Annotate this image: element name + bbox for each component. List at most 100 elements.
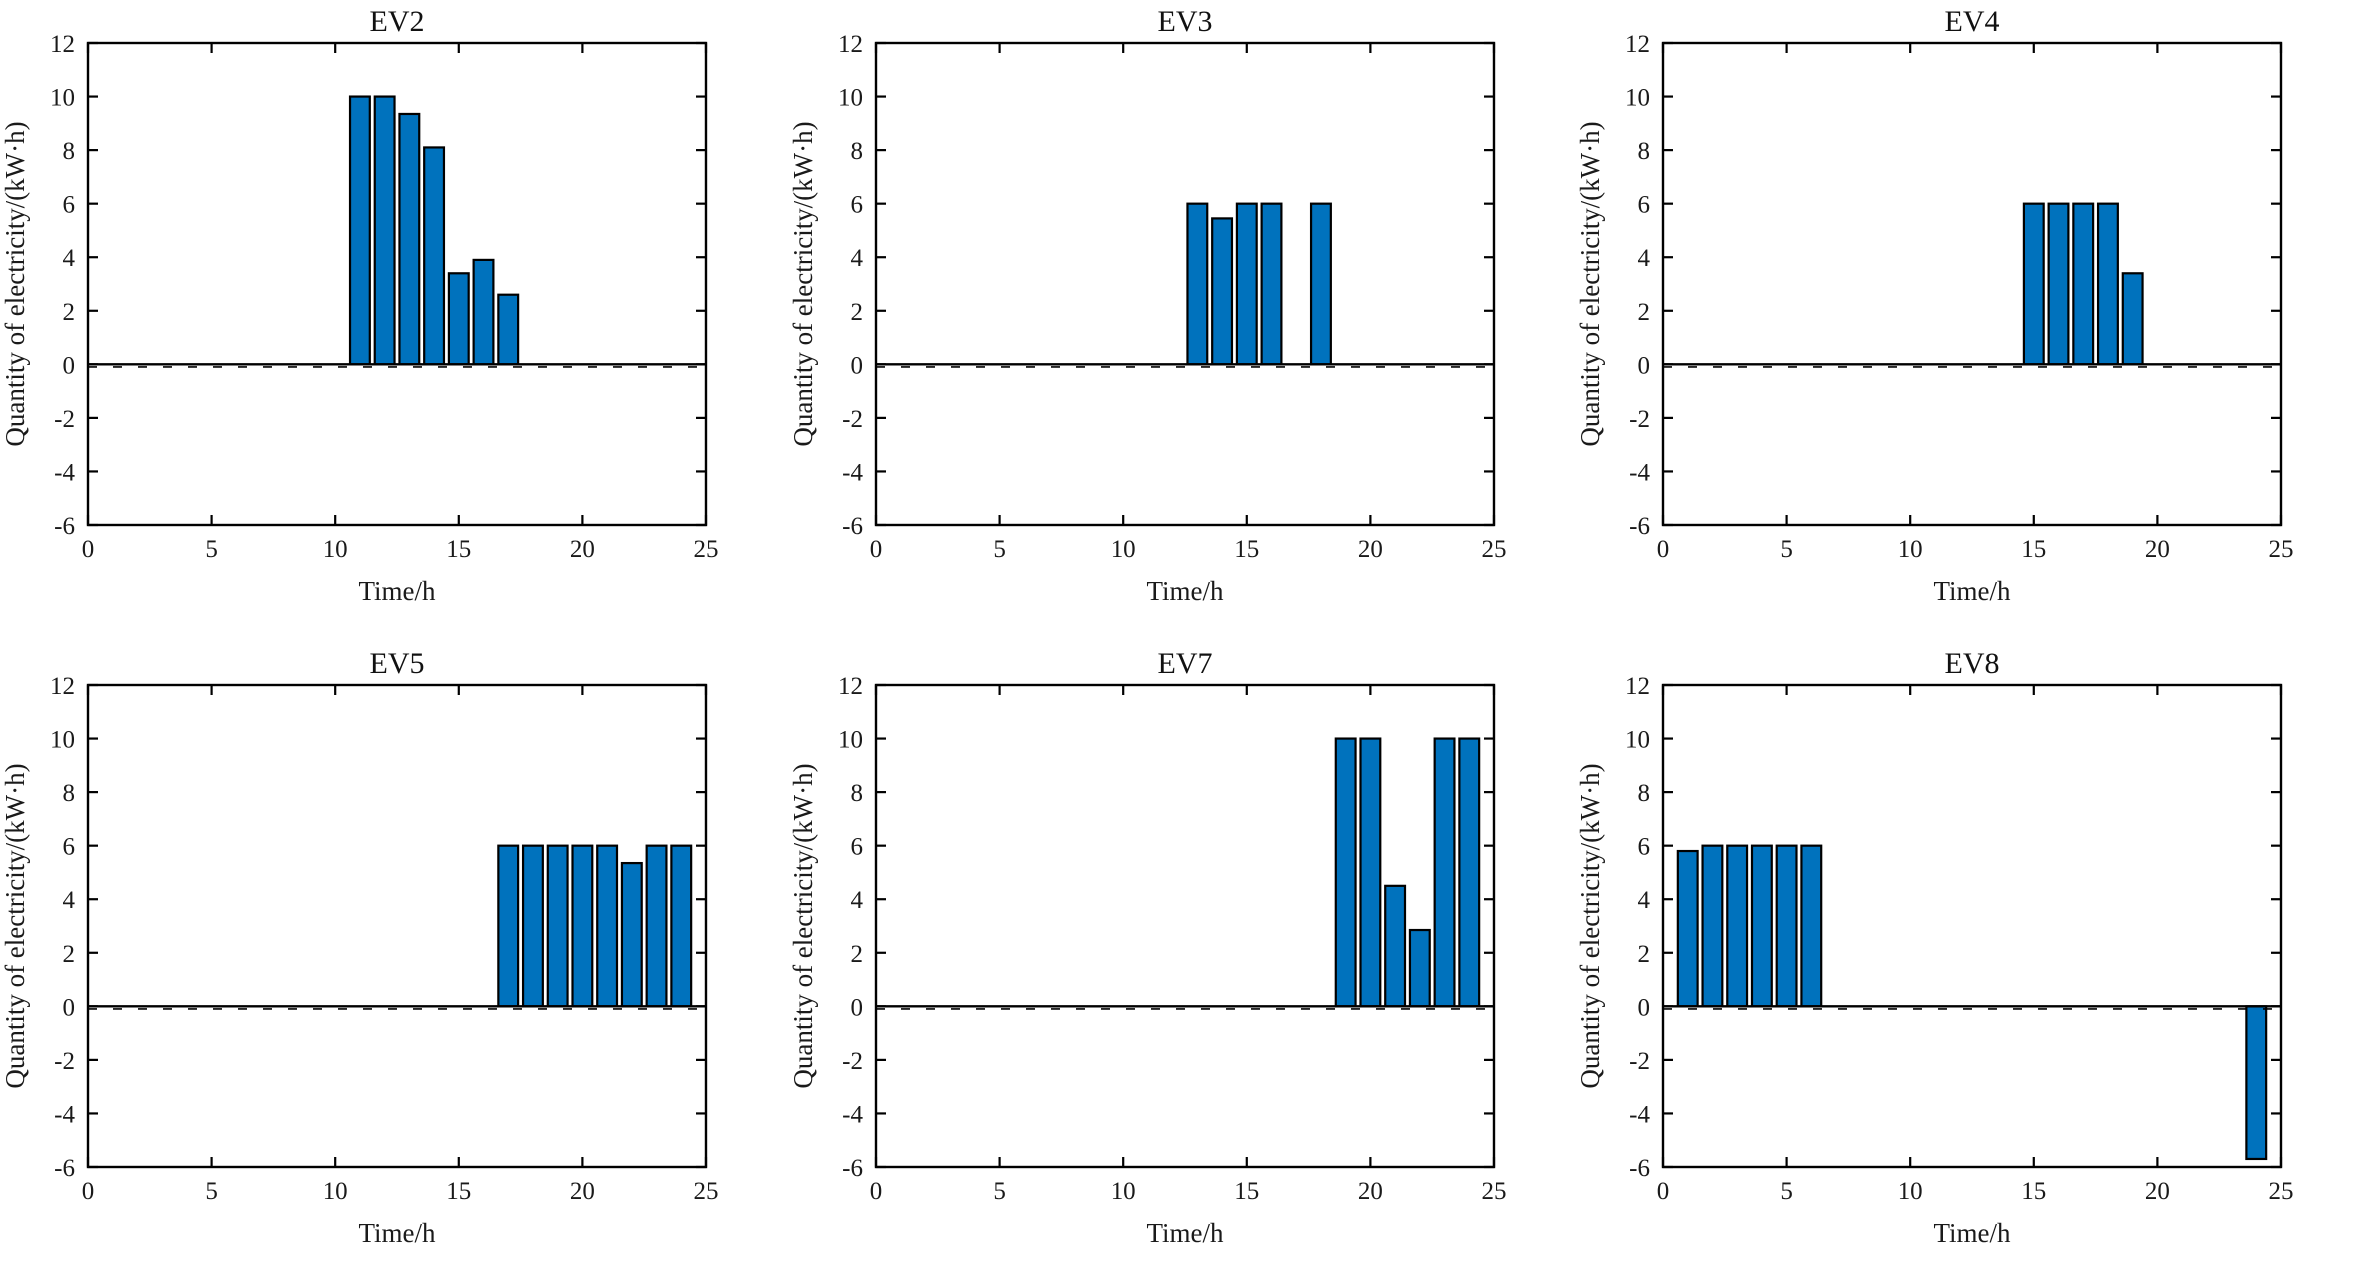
y-tick-label: -6 bbox=[842, 513, 863, 540]
x-tick-label: 15 bbox=[446, 536, 471, 563]
y-tick-label: 10 bbox=[838, 85, 863, 112]
y-tick-label: 6 bbox=[62, 192, 75, 219]
y-tick-label: 2 bbox=[62, 299, 75, 326]
x-tick-label: 25 bbox=[1481, 1177, 1506, 1204]
x-tick-label: 10 bbox=[323, 536, 348, 563]
y-tick-label: -2 bbox=[1629, 1047, 1650, 1074]
x-tick-label: 15 bbox=[2022, 1177, 2047, 1204]
y-tick-label: -6 bbox=[1629, 1154, 1650, 1181]
plot-box bbox=[874, 41, 1495, 527]
bar-hour-22 bbox=[620, 861, 643, 1007]
y-tick-label: 4 bbox=[850, 245, 863, 272]
y-tick-label: -6 bbox=[54, 513, 75, 540]
x-tick-label: 0 bbox=[1657, 1177, 1670, 1204]
chart-title: EV7 bbox=[1157, 647, 1212, 680]
y-tick-label: 8 bbox=[1638, 138, 1651, 165]
plot-area bbox=[1663, 43, 2282, 525]
x-tick-label: 0 bbox=[869, 1177, 882, 1204]
y-tick-label: 2 bbox=[1638, 299, 1651, 326]
bar-hour-23 bbox=[645, 844, 668, 1007]
y-tick-label: 6 bbox=[850, 833, 863, 860]
y-tick-label: 4 bbox=[850, 887, 863, 914]
x-tick-label: 20 bbox=[570, 1177, 595, 1204]
bar-hour-4 bbox=[1751, 844, 1774, 1007]
chart-title: EV4 bbox=[1945, 5, 2000, 38]
x-tick-label: 15 bbox=[2022, 536, 2047, 563]
y-tick-label: 6 bbox=[1638, 192, 1651, 219]
y-tick-label: -4 bbox=[1629, 1101, 1650, 1128]
y-axis-label: Quantity of electricity/(kW·h) bbox=[1575, 121, 1605, 446]
x-tick-label: 10 bbox=[323, 1177, 348, 1204]
x-tick-label: 5 bbox=[993, 1177, 1006, 1204]
y-tick-label: 4 bbox=[1638, 887, 1651, 914]
y-tick-label: 8 bbox=[62, 138, 75, 165]
bar-hour-15 bbox=[447, 272, 470, 366]
bar-hour-13 bbox=[1186, 202, 1208, 366]
y-tick-label: -2 bbox=[1629, 406, 1650, 433]
y-tick-label: -2 bbox=[842, 1047, 863, 1074]
y-axis-label: Quantity of electricity/(kW·h) bbox=[788, 763, 818, 1088]
bar-hour-11 bbox=[348, 95, 371, 366]
x-tick-label: 20 bbox=[2145, 536, 2170, 563]
y-tick-label: 0 bbox=[62, 994, 75, 1021]
chart-title: EV2 bbox=[370, 5, 425, 38]
y-tick-label: 12 bbox=[1625, 673, 1650, 700]
bar-hour-19 bbox=[2121, 272, 2144, 366]
y-tick-label: 2 bbox=[850, 299, 863, 326]
y-axis-label: Quantity of electricity/(kW·h) bbox=[0, 121, 30, 446]
y-tick-label: -2 bbox=[842, 406, 863, 433]
x-tick-label: 0 bbox=[869, 536, 882, 563]
bar-hour-16 bbox=[2047, 202, 2070, 366]
x-tick-label: 0 bbox=[82, 536, 95, 563]
bar-hour-13 bbox=[398, 112, 421, 366]
plot-area bbox=[875, 43, 1494, 525]
bar-hour-24 bbox=[1457, 736, 1480, 1007]
chart-title: EV8 bbox=[1945, 647, 2000, 680]
y-tick-label: 2 bbox=[850, 940, 863, 967]
subplot-5: 0 5 10 15 20 25 -6 -4 -2 0 2 4 6 8 10 12 EV7 Time/h Quanti… bbox=[788, 647, 1506, 1248]
bar-hour-22 bbox=[1408, 928, 1431, 1007]
plot-box bbox=[1662, 683, 2283, 1168]
y-tick-label: 0 bbox=[62, 352, 75, 379]
plot-box bbox=[86, 41, 708, 527]
y-tick-label: -2 bbox=[54, 406, 75, 433]
y-tick-label: -4 bbox=[1629, 459, 1650, 486]
y-tick-label: 10 bbox=[838, 726, 863, 753]
y-tick-label: 6 bbox=[1638, 833, 1651, 860]
bar-hour-16 bbox=[472, 258, 495, 366]
y-tick-label: -6 bbox=[1629, 513, 1650, 540]
y-tick-label: 0 bbox=[1638, 994, 1651, 1021]
chart-title: EV3 bbox=[1157, 5, 1212, 38]
bar-hour-23 bbox=[1433, 736, 1456, 1007]
y-axis-label: Quantity of electricity/(kW·h) bbox=[788, 121, 818, 446]
x-tick-label: 5 bbox=[1781, 1177, 1794, 1204]
x-tick-label: 5 bbox=[205, 536, 218, 563]
x-tick-label: 0 bbox=[1657, 536, 1670, 563]
y-tick-label: 4 bbox=[62, 245, 75, 272]
y-tick-label: -4 bbox=[842, 1101, 863, 1128]
y-tick-label: -6 bbox=[842, 1154, 863, 1181]
plot-area bbox=[87, 43, 706, 525]
x-tick-label: 20 bbox=[570, 536, 595, 563]
x-tick-label: 10 bbox=[1898, 536, 1923, 563]
bar-hour-2 bbox=[1701, 844, 1724, 1007]
y-tick-label: 10 bbox=[1625, 85, 1650, 112]
y-tick-label: 2 bbox=[1638, 940, 1651, 967]
bar-hour-15 bbox=[1235, 202, 1258, 366]
y-tick-label: 10 bbox=[50, 726, 75, 753]
y-tick-label: -6 bbox=[54, 1154, 75, 1181]
x-tick-label: 20 bbox=[1358, 1177, 1383, 1204]
x-tick-label: 10 bbox=[1110, 1177, 1135, 1204]
x-tick-label: 15 bbox=[446, 1177, 471, 1204]
x-tick-label: 25 bbox=[1481, 536, 1506, 563]
bar-hour-19 bbox=[546, 844, 569, 1007]
y-tick-label: 10 bbox=[50, 85, 75, 112]
subplot-3: 0 5 10 15 20 25 -6 -4 -2 0 2 4 6 8 10 12 EV4 Time/h Quanti… bbox=[1575, 5, 2293, 606]
bar-hour-24 bbox=[670, 844, 693, 1007]
y-tick-label: -4 bbox=[54, 1101, 75, 1128]
x-tick-label: 25 bbox=[2269, 1177, 2294, 1204]
x-tick-label: 15 bbox=[1234, 1177, 1259, 1204]
bar-hour-21 bbox=[596, 844, 619, 1007]
y-tick-label: 12 bbox=[1625, 31, 1650, 58]
